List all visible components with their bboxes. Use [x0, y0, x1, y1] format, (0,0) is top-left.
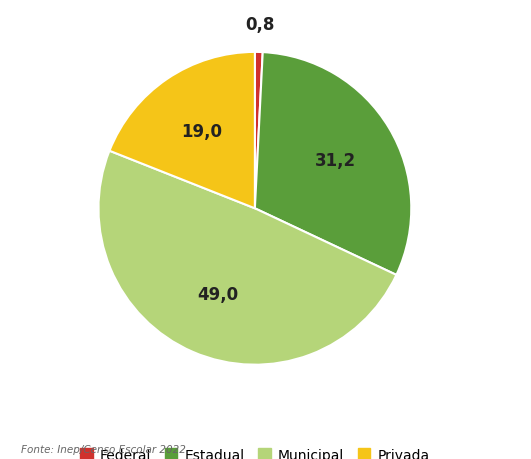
Text: 19,0: 19,0 [182, 123, 222, 140]
Text: 49,0: 49,0 [197, 286, 238, 304]
Wedge shape [255, 53, 263, 209]
Wedge shape [255, 53, 412, 275]
Wedge shape [98, 151, 397, 365]
Wedge shape [109, 53, 255, 209]
Text: Fonte: Inep/Censo Escolar 2022: Fonte: Inep/Censo Escolar 2022 [21, 444, 186, 454]
Text: 31,2: 31,2 [315, 151, 356, 170]
Legend: Federal, Estadual, Municipal, Privada: Federal, Estadual, Municipal, Privada [75, 442, 435, 459]
Text: 0,8: 0,8 [245, 16, 274, 34]
